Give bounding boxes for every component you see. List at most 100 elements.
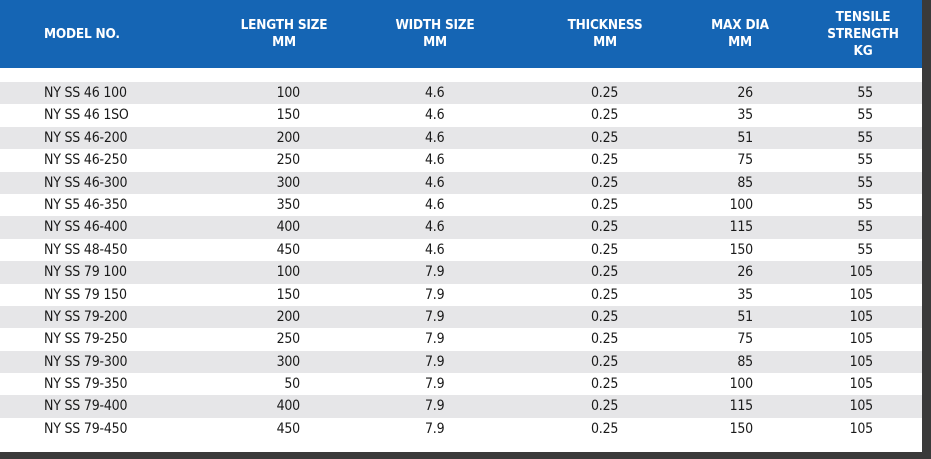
cell-max-dia: 100	[729, 196, 754, 213]
cell-max-dia: 85	[737, 353, 753, 370]
cell-length-size: 100	[276, 264, 301, 281]
cell-thickness: 0.25	[591, 85, 619, 101]
table-row: NY SS 46 100 100 4.6 0.25 26 55	[0, 82, 922, 105]
cell-tensile-strength: 55	[857, 196, 873, 213]
table-row: NY SS 46-400 400 4.6 0.25 115 55	[0, 216, 922, 239]
cell-model-no: NY SS 79 100	[44, 264, 127, 281]
cell-length-size: 50	[284, 376, 300, 393]
header-model-no: MODEL NO.	[44, 0, 144, 68]
table-body: NY SS 46 100 100 4.6 0.25 26 55 NY SS 46 1SO 15…	[0, 82, 922, 441]
cell-length-size: 350	[276, 196, 301, 213]
table-row: NY SS 46-250 250 4.6 0.25 75 55	[0, 149, 922, 172]
cell-max-dia: 75	[737, 152, 753, 169]
table-row: NY SS 48-450 450 4.6 0.25 150 55	[0, 238, 922, 262]
cell-model-no: NY SS 79 150	[44, 286, 127, 303]
cell-max-dia: 150	[729, 241, 754, 258]
cell-width-size: 7.9	[425, 264, 445, 281]
cell-length-size: 200	[276, 308, 301, 325]
cell-width-size: 4.6	[425, 85, 445, 101]
cell-tensile-strength: 55	[857, 129, 873, 146]
table-row: NY SS 46 1SO 150 4.6 0.25 35 55	[0, 104, 922, 127]
cell-model-no: NY S5 46-350	[44, 196, 128, 213]
cell-thickness: 0.25	[591, 353, 619, 370]
cell-tensile-strength: 105	[849, 331, 874, 348]
cell-tensile-strength: 55	[857, 174, 873, 191]
cell-length-size: 250	[276, 152, 301, 169]
cell-model-no: NY SS 79-400	[44, 398, 128, 415]
cell-model-no: NY SS 79-300	[44, 353, 128, 370]
cell-length-size: 100	[276, 85, 301, 101]
cell-thickness: 0.25	[591, 308, 619, 325]
cell-tensile-strength: 105	[849, 264, 874, 281]
cell-tensile-strength: 105	[849, 376, 874, 393]
header-width-size: WIDTH SIZE MM	[380, 0, 490, 68]
cell-model-no: NY SS 46-400	[44, 219, 128, 236]
cell-model-no: NY SS 79-200	[44, 308, 128, 325]
cell-thickness: 0.25	[591, 152, 619, 169]
spec-table-sheet: MODEL NO. LENGTH SIZE MM WIDTH SIZE MM T…	[0, 0, 922, 452]
cell-length-size: 400	[276, 398, 301, 415]
cell-width-size: 7.9	[425, 353, 445, 370]
header-tensile-line-3: KG	[853, 42, 873, 59]
table-row: NY S5 46-350 350 4.6 0.25 100 55	[0, 193, 922, 217]
table-row: NY SS 79-400 400 7.9 0.25 115 105	[0, 395, 922, 418]
cell-max-dia: 150	[729, 420, 754, 437]
cell-length-size: 150	[276, 107, 301, 124]
table-row: NY SS 79-250 250 7.9 0.25 75 105	[0, 328, 922, 351]
cell-max-dia: 100	[729, 376, 754, 393]
cell-tensile-strength: 55	[857, 107, 873, 124]
cell-width-size: 4.6	[425, 174, 445, 191]
cell-thickness: 0.25	[591, 331, 619, 348]
header-length-size: LENGTH SIZE MM	[229, 0, 339, 68]
cell-width-size: 4.6	[425, 107, 445, 124]
cell-max-dia: 51	[737, 308, 753, 325]
cell-thickness: 0.25	[591, 376, 619, 393]
cell-max-dia: 85	[737, 174, 753, 191]
cell-length-size: 300	[276, 353, 301, 370]
cell-length-size: 150	[276, 286, 301, 303]
cell-max-dia: 115	[729, 219, 754, 236]
cell-thickness: 0.25	[591, 174, 619, 191]
cell-max-dia: 26	[737, 85, 753, 101]
header-max-dia-line-2: MM	[728, 34, 752, 50]
cell-thickness: 0.25	[591, 264, 619, 281]
cell-thickness: 0.25	[591, 196, 619, 213]
cell-thickness: 0.25	[591, 420, 619, 437]
cell-width-size: 7.9	[425, 308, 445, 325]
cell-width-size: 7.9	[425, 286, 445, 303]
cell-width-size: 7.9	[425, 420, 445, 437]
cell-tensile-strength: 105	[849, 286, 874, 303]
cell-model-no: NY SS 46 1SO	[44, 107, 129, 124]
cell-thickness: 0.25	[591, 241, 619, 258]
cell-length-size: 450	[276, 420, 301, 437]
table-row: NY SS 79 150 150 7.9 0.25 35 105	[0, 283, 922, 306]
cell-length-size: 200	[276, 129, 301, 146]
cell-tensile-strength: 55	[857, 241, 873, 258]
cell-thickness: 0.25	[591, 107, 619, 124]
cell-model-no: NY SS 46-250	[44, 152, 128, 169]
cell-thickness: 0.25	[591, 219, 619, 236]
cell-tensile-strength: 105	[849, 353, 874, 370]
table-row: NY SS 46-200 200 4.6 0.25 51 55	[0, 126, 922, 150]
header-tensile-line-2: STRENGTH	[827, 25, 899, 42]
cell-max-dia: 115	[729, 398, 754, 415]
cell-length-size: 450	[276, 241, 301, 258]
cell-max-dia: 35	[737, 286, 753, 303]
cell-max-dia: 35	[737, 107, 753, 124]
cell-model-no: NY SS 79-450	[44, 420, 128, 437]
cell-width-size: 4.6	[425, 219, 445, 236]
header-length-line-2: MM	[272, 34, 296, 50]
table-row: NY SS 79-200 200 7.9 0.25 51 105	[0, 305, 922, 329]
cell-thickness: 0.25	[591, 286, 619, 303]
header-thickness-line-1: THICKNESS	[567, 17, 643, 33]
cell-tensile-strength: 105	[849, 398, 874, 415]
cell-tensile-strength: 55	[857, 152, 873, 169]
cell-width-size: 7.9	[425, 398, 445, 415]
cell-model-no: NY SS 48-450	[44, 241, 128, 258]
cell-model-no: NY SS 46-300	[44, 174, 128, 191]
cell-width-size: 7.9	[425, 331, 445, 348]
table-row: NY SS 79-300 300 7.9 0.25 85 105	[0, 350, 922, 374]
header-max-dia: MAX DIA MM	[690, 0, 790, 68]
header-tensile-line-1: TENSILE	[835, 8, 891, 25]
header-thickness-line-2: MM	[593, 34, 617, 50]
